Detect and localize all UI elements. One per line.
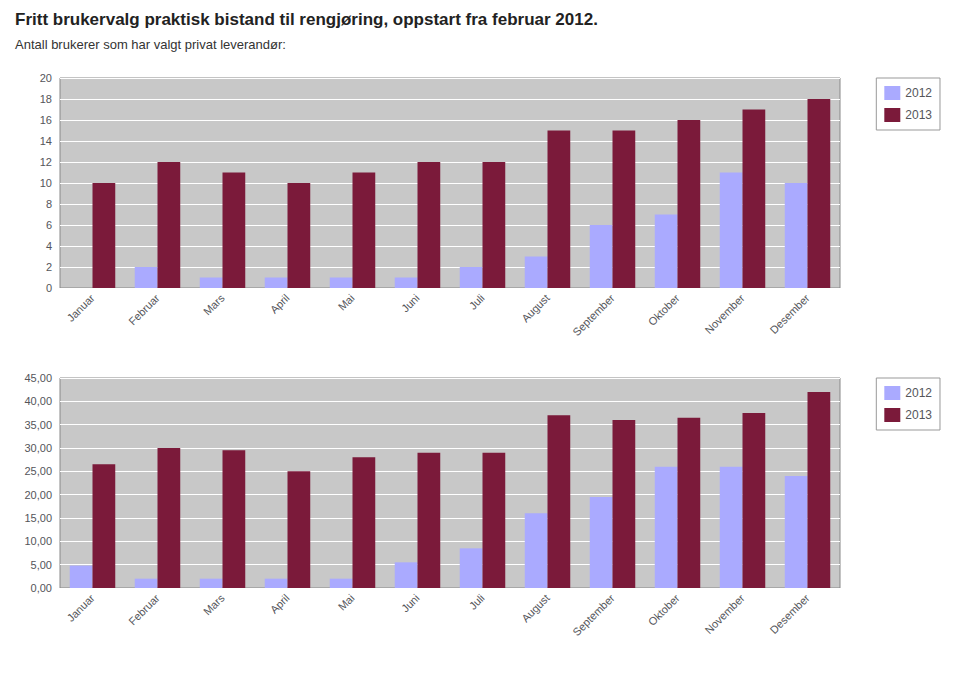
svg-text:2: 2 <box>46 261 52 273</box>
svg-text:Fritt brukervalg praktisk bist: Fritt brukervalg praktisk bistand til re… <box>15 10 598 29</box>
svg-text:12: 12 <box>40 156 52 168</box>
svg-text:Juni: Juni <box>399 292 422 315</box>
svg-text:Mai: Mai <box>336 292 357 313</box>
svg-text:18: 18 <box>40 93 52 105</box>
svg-text:Desember: Desember <box>767 592 812 637</box>
svg-text:Februar: Februar <box>126 592 162 628</box>
svg-text:April: April <box>268 292 292 316</box>
svg-text:2012: 2012 <box>905 386 932 400</box>
svg-text:2013: 2013 <box>905 408 932 422</box>
svg-text:5,00: 5,00 <box>31 559 52 571</box>
svg-text:0: 0 <box>46 282 52 294</box>
svg-text:August: August <box>519 292 552 325</box>
svg-text:Juli: Juli <box>467 592 487 612</box>
svg-text:November: November <box>702 592 747 637</box>
svg-text:Oktober: Oktober <box>646 292 682 328</box>
svg-text:Juni: Juni <box>399 592 422 615</box>
svg-text:April: April <box>268 592 292 616</box>
svg-text:30,00: 30,00 <box>24 442 52 454</box>
svg-text:10,00: 10,00 <box>24 535 52 547</box>
svg-text:20: 20 <box>40 72 52 84</box>
svg-text:10: 10 <box>40 177 52 189</box>
svg-text:November: November <box>702 292 747 337</box>
svg-text:Januar: Januar <box>65 592 97 624</box>
svg-text:Desember: Desember <box>767 292 812 337</box>
svg-text:Februar: Februar <box>126 292 162 328</box>
svg-text:45,00: 45,00 <box>24 372 52 384</box>
svg-text:6: 6 <box>46 219 52 231</box>
svg-text:4: 4 <box>46 240 52 252</box>
svg-text:August: August <box>519 592 552 625</box>
svg-text:Oktober: Oktober <box>646 592 682 628</box>
svg-text:Juli: Juli <box>467 292 487 312</box>
svg-text:35,00: 35,00 <box>24 419 52 431</box>
svg-text:8: 8 <box>46 198 52 210</box>
svg-text:40,00: 40,00 <box>24 395 52 407</box>
svg-text:15,00: 15,00 <box>24 512 52 524</box>
svg-text:0,00: 0,00 <box>31 582 52 594</box>
svg-text:Januar: Januar <box>65 292 97 324</box>
svg-text:Mai: Mai <box>336 592 357 613</box>
svg-text:September: September <box>570 592 617 639</box>
svg-text:14: 14 <box>40 135 52 147</box>
svg-text:Mars: Mars <box>201 291 227 317</box>
svg-text:September: September <box>570 292 617 339</box>
svg-text:Mars: Mars <box>201 591 227 617</box>
svg-text:20,00: 20,00 <box>24 489 52 501</box>
svg-text:Antall brukerer som har valgt: Antall brukerer som har valgt privat lev… <box>15 37 286 52</box>
svg-text:2012: 2012 <box>905 86 932 100</box>
svg-text:16: 16 <box>40 114 52 126</box>
svg-text:2013: 2013 <box>905 108 932 122</box>
svg-text:25,00: 25,00 <box>24 465 52 477</box>
